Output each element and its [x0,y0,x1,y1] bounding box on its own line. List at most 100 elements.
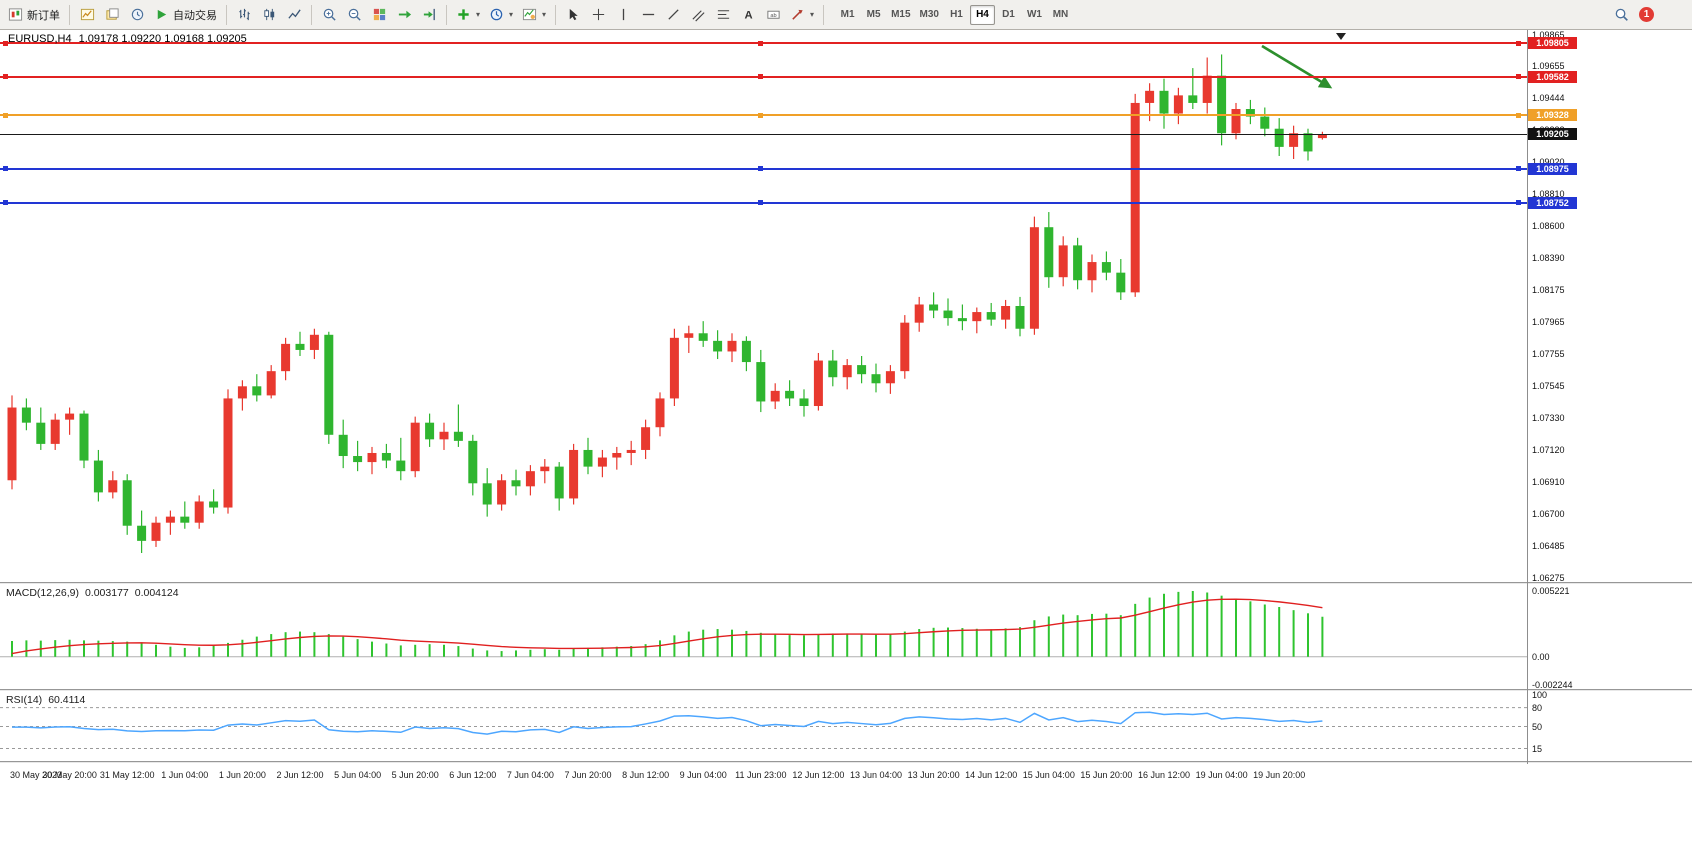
timeframe-h4-button[interactable]: H4 [969,4,995,25]
timeframe-d1-button[interactable]: D1 [996,5,1021,25]
line-handle[interactable] [758,74,763,80]
candle-body [295,343,305,350]
candle-body [669,337,679,399]
chart-shift-button[interactable] [417,3,441,27]
line-handle[interactable] [1516,200,1521,206]
horizontal-line-1.09805[interactable] [0,40,1527,46]
vertical-line-button[interactable] [611,3,635,27]
new-chart-button[interactable] [75,3,99,27]
auto-trading-button[interactable]: 自动交易 [150,3,221,27]
line-handle[interactable] [3,74,8,80]
timeframe-w1-button[interactable]: W1 [1022,5,1047,25]
shapes-button[interactable]: ▾ [786,3,818,27]
candle-body [871,374,881,384]
candle-body [1159,90,1169,114]
line-handle[interactable] [758,200,763,206]
cursor-button[interactable] [561,3,585,27]
horizontal-line-button[interactable] [636,3,660,27]
fibonacci-button[interactable] [711,3,735,27]
candle-body [367,452,377,463]
candle-body [223,398,233,508]
line-handle[interactable] [1516,166,1521,172]
tile-windows-button[interactable] [367,3,391,27]
price-level-badge: 1.08752 [1528,196,1577,209]
time-axis-label: 8 Jun 12:00 [622,770,670,780]
time-axis-label: 14 Jun 12:00 [965,770,1018,780]
timeframe-m30-button[interactable]: M30 [916,5,943,25]
candlestick-chart-button[interactable] [257,3,281,27]
auto-trading-label: 自动交易 [173,9,217,22]
profiles-button[interactable] [100,3,124,27]
time-axis-label: 19 Jun 04:00 [1195,770,1248,780]
price-axis-label: 1.06275 [1532,573,1565,583]
auto-scroll-button[interactable] [392,3,416,27]
horizontal-line-1.09582[interactable] [0,74,1527,80]
periods-button[interactable]: ▾ [485,3,517,27]
indicators-button[interactable]: ▾ [452,3,484,27]
line-handle[interactable] [3,112,8,118]
line-handle[interactable] [1516,74,1521,80]
chevron-down-icon: ▾ [509,10,514,19]
line-handle[interactable] [1516,112,1521,118]
crosshair-button[interactable] [586,3,610,27]
horizontal-line-1.09328[interactable] [0,112,1527,118]
annotation-arrow[interactable] [1261,44,1333,89]
horizontal-line-1.08752[interactable] [0,200,1527,206]
text-label-button[interactable]: ab [761,3,785,27]
candle-body [943,310,953,319]
time-axis[interactable]: 30 May 2023 30 May 20:00 31 May 12:00 1 Jun… [0,764,1692,848]
line-handle[interactable] [3,166,8,172]
candle-body [1145,90,1155,103]
zoom-out-icon [348,8,361,21]
macd-canvas[interactable] [0,585,1692,689]
channel-button[interactable] [686,3,710,27]
timeframe-m1-button[interactable]: M1 [835,5,860,25]
price-chart-canvas[interactable] [0,30,1692,582]
candle-body [410,422,420,472]
candle-body [1130,102,1140,293]
bar-chart-button[interactable] [232,3,256,27]
line-handle[interactable] [1516,40,1521,46]
timeframe-m15-button[interactable]: M15 [887,5,914,25]
time-axis-label: 9 Jun 04:00 [679,770,727,780]
market-watch-button[interactable] [125,3,149,27]
timeframe-h1-button[interactable]: H1 [944,5,969,25]
search-button[interactable] [1609,3,1633,27]
rsi-value: 60.4114 [48,694,86,706]
line-handle[interactable] [3,200,8,206]
templates-button[interactable]: ▾ [518,3,550,27]
panel-divider[interactable] [0,761,1692,764]
candle-body [36,422,46,444]
text-button[interactable]: A [736,3,760,27]
new-order-icon [8,8,23,21]
zoom-out-button[interactable] [342,3,366,27]
line-handle[interactable] [758,166,763,172]
timeframe-m5-button[interactable]: M5 [861,5,886,25]
trendline-button[interactable] [661,3,685,27]
candle-body [137,525,147,541]
zoom-in-button[interactable] [317,3,341,27]
candle-body [468,440,478,484]
candle-body [324,334,334,435]
chart-shift-marker[interactable] [1336,33,1346,40]
panel-divider[interactable] [0,689,1692,692]
text-icon: A [744,9,752,21]
rsi-canvas[interactable] [0,692,1692,761]
notification-badge[interactable]: 1 [1639,7,1654,22]
horizontal-line-1.08975[interactable] [0,166,1527,172]
line-handle[interactable] [758,112,763,118]
candle-body [425,422,435,440]
panel-divider[interactable] [0,582,1692,585]
line-chart-button[interactable] [282,3,306,27]
new-order-button[interactable]: 新订单 [4,3,64,27]
line-handle[interactable] [3,40,8,46]
price-axis[interactable]: 1.098651.096551.094441.092321.090201.088… [1527,30,1692,790]
periods-clock-icon [490,8,503,21]
chart-title: EURUSD,H4 1.09178 1.09220 1.09168 1.09205 [8,33,247,45]
candle-body [957,318,967,322]
timeframe-mn-button[interactable]: MN [1048,5,1073,25]
price-axis-label: 15 [1532,743,1543,754]
price-axis-label: 80 [1532,702,1543,713]
line-handle[interactable] [758,40,763,46]
